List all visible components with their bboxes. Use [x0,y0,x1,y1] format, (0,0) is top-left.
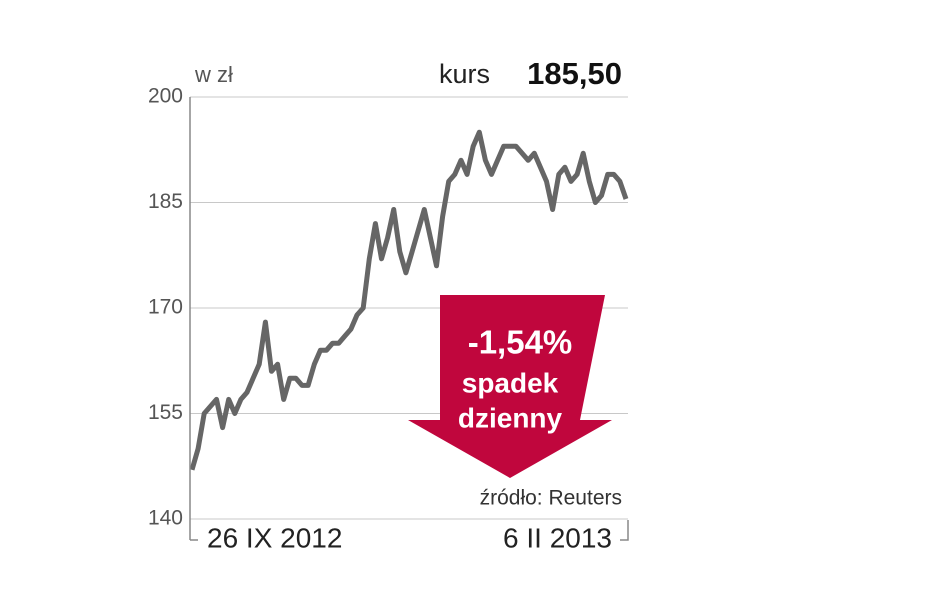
x-tick-label: 26 IX 2012 [207,522,342,553]
change-arrow [408,295,612,478]
change-text: dzienny [458,402,563,433]
change-text: spadek [462,367,559,398]
change-value: -1,54% [468,324,573,361]
current-label: kurs [439,59,490,89]
y-tick-label: 170 [148,296,183,319]
y-tick-label: 140 [148,507,183,530]
current-value: 185,50 [527,56,622,91]
y-tick-label: 155 [148,401,183,424]
price-line [189,129,629,471]
y-tick-label: 200 [148,85,183,108]
axis [189,97,629,541]
y-axis-label: w zł [194,62,233,87]
source: źródło: Reuters [480,487,622,510]
y-tick-label: 185 [148,190,183,213]
x-tick-label: 6 II 2013 [503,522,612,553]
